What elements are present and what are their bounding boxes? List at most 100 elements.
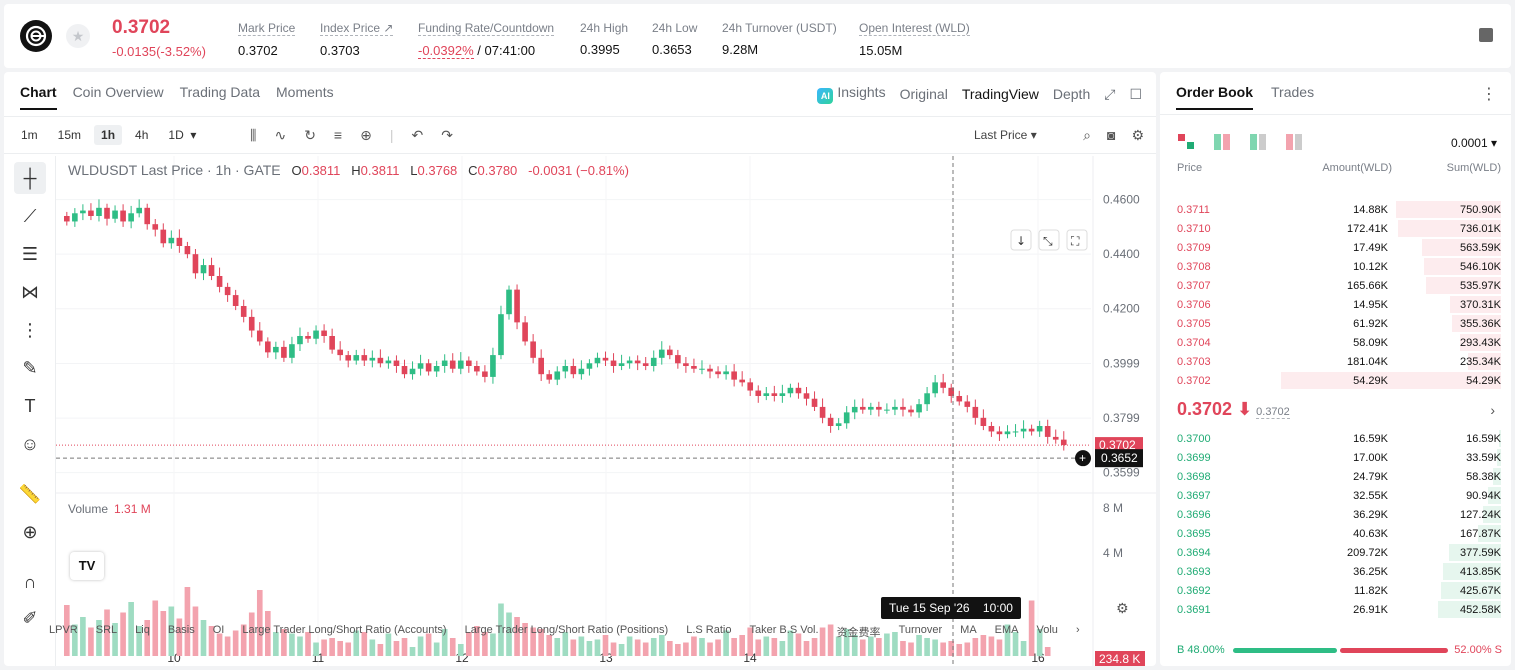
indicator-item[interactable]: EMA: [994, 624, 1019, 636]
volume-bar: [715, 639, 721, 656]
candle-body: [868, 406, 874, 410]
chart-settings-icon[interactable]: ⚙: [1116, 600, 1129, 616]
indicators-icon[interactable]: ∿: [274, 127, 287, 143]
ask-row[interactable]: 0.3709 17.49K 563.59K: [1160, 238, 1511, 257]
tab-trading-data[interactable]: Trading Data: [179, 84, 261, 100]
interval-1m[interactable]: 1m: [21, 128, 38, 142]
ruler-icon[interactable]: 📏: [18, 484, 42, 504]
candle-body: [819, 406, 826, 418]
templates-icon[interactable]: ≡: [333, 127, 343, 143]
add-alert-icon[interactable]: ⊕: [360, 127, 372, 143]
chevron-right-icon[interactable]: ›: [1490, 402, 1495, 418]
indicator-item[interactable]: OI: [212, 624, 225, 636]
bid-row[interactable]: 0.3700 16.59K 16.59K: [1160, 429, 1511, 448]
fib-lines-icon[interactable]: ☰: [21, 244, 39, 264]
layout-both-icon[interactable]: [1178, 134, 1194, 150]
tab-trades[interactable]: Trades: [1271, 84, 1315, 100]
sell-ratio-bar: [1340, 648, 1448, 653]
ask-row[interactable]: 0.3706 14.95K 370.31K: [1160, 295, 1511, 314]
bid-row[interactable]: 0.3692 11.82K 425.67K: [1160, 581, 1511, 600]
window-icon[interactable]: ☐: [1129, 85, 1142, 102]
tradingview-logo[interactable]: TV: [70, 552, 104, 580]
bid-row[interactable]: 0.3696 36.29K 127.24K: [1160, 505, 1511, 524]
price-type-select[interactable]: Last Price ▾: [974, 128, 1037, 142]
forecast-icon[interactable]: ⋮: [21, 320, 39, 340]
stat-24h-turnover: 24h Turnover (USDT) 9.28M: [722, 21, 837, 57]
zoom-in-icon[interactable]: ⊕: [22, 522, 38, 542]
ask-row[interactable]: 0.3705 61.92K 355.36K: [1160, 314, 1511, 333]
gear-icon[interactable]: ⚙: [1131, 127, 1144, 143]
ask-row[interactable]: 0.3708 10.12K 546.10K: [1160, 257, 1511, 276]
tab-coin-overview[interactable]: Coin Overview: [72, 84, 164, 100]
tab-depth[interactable]: Depth: [1052, 86, 1091, 102]
redo-icon[interactable]: ↷: [441, 127, 453, 143]
layout-asks-icon[interactable]: [1286, 134, 1302, 150]
mark-price: 0.3702: [1256, 406, 1290, 419]
pencil-lock-icon[interactable]: ✐: [22, 608, 38, 628]
indicator-item[interactable]: Turnover: [898, 624, 943, 636]
chevron-right-icon[interactable]: ›: [1075, 624, 1080, 636]
bid-row[interactable]: 0.3699 17.00K 33.59K: [1160, 448, 1511, 467]
indicator-item[interactable]: Liq: [135, 624, 150, 636]
indicator-item[interactable]: Volu: [1036, 624, 1058, 636]
chart-right-icons: ⌕ ◙ ⚙: [1083, 127, 1144, 144]
precision-select[interactable]: 0.0001 ▾: [1450, 136, 1497, 150]
guide-book-icon[interactable]: [1479, 28, 1493, 42]
tab-original[interactable]: Original: [899, 86, 948, 102]
ask-row[interactable]: 0.3702 54.29K 54.29K: [1160, 371, 1511, 390]
layout-columns-icon[interactable]: [1214, 134, 1230, 150]
tab-order-book[interactable]: Order Book: [1176, 84, 1254, 110]
interval-1d[interactable]: 1D ▾: [168, 128, 197, 142]
candlestick-chart[interactable]: 0.4600 0.4400 0.4200 0.3999 0.3799 0.3599 8 M 4…: [56, 156, 1156, 666]
bid-row[interactable]: 0.3691 26.91K 452.58K: [1160, 600, 1511, 619]
undo-icon[interactable]: ↶: [411, 127, 424, 143]
indicator-item[interactable]: Taker B.S Vol.: [749, 624, 819, 636]
favorite-star-icon[interactable]: ★: [66, 24, 90, 48]
row-sum: 167.87K: [1460, 528, 1501, 540]
tab-chart[interactable]: Chart: [20, 84, 57, 110]
brush-icon[interactable]: ✎: [22, 358, 38, 378]
ask-row[interactable]: 0.3703 181.04K 235.34K: [1160, 352, 1511, 371]
tab-moments[interactable]: Moments: [276, 84, 334, 100]
indicator-item[interactable]: LPVR: [49, 624, 78, 636]
bid-row[interactable]: 0.3698 24.79K 58.38K: [1160, 467, 1511, 486]
expand-icon[interactable]: ⤢: [1104, 85, 1116, 102]
indicator-item[interactable]: MA: [960, 624, 977, 636]
bid-row[interactable]: 0.3695 40.63K 167.87K: [1160, 524, 1511, 543]
interval-1h[interactable]: 1h: [94, 125, 123, 145]
candle-type-icon[interactable]: ⫼: [250, 127, 257, 143]
search-icon[interactable]: ⌕: [1083, 127, 1091, 143]
bid-row[interactable]: 0.3697 32.55K 90.94K: [1160, 486, 1511, 505]
tab-insights[interactable]: AI Insights: [817, 84, 886, 104]
tab-tradingview[interactable]: TradingView: [961, 86, 1039, 102]
interval-4h[interactable]: 4h: [135, 128, 149, 142]
emoji-icon[interactable]: ☺: [20, 434, 40, 454]
interval-15m[interactable]: 15m: [57, 128, 82, 142]
bid-row[interactable]: 0.3694 209.72K 377.59K: [1160, 543, 1511, 562]
more-icon[interactable]: ⋮: [1481, 86, 1497, 103]
replay-icon[interactable]: ↻: [304, 127, 316, 143]
ask-row[interactable]: 0.3704 58.09K 293.43K: [1160, 333, 1511, 352]
indicator-item[interactable]: Basis: [167, 624, 195, 636]
ask-row[interactable]: 0.3707 165.66K 535.97K: [1160, 276, 1511, 295]
magnet-icon[interactable]: ∩: [23, 572, 37, 592]
stat-index-price[interactable]: Index Price ↗ 0.3703: [320, 21, 394, 58]
text-icon[interactable]: T: [24, 396, 36, 416]
trendline-icon[interactable]: ⟋: [23, 206, 37, 226]
layout-bids-icon[interactable]: [1250, 134, 1266, 150]
ask-row[interactable]: 0.3711 14.88K 750.90K: [1160, 200, 1511, 219]
crosshair-icon[interactable]: ┼: [14, 162, 46, 194]
pattern-icon[interactable]: ⋈: [21, 282, 39, 302]
indicator-item[interactable]: Large Trader Long/Short Ratio (Positions…: [464, 624, 669, 636]
ask-row[interactable]: 0.3710 172.41K 736.01K: [1160, 219, 1511, 238]
indicator-item[interactable]: 资金费率: [836, 627, 881, 639]
candle-body: [851, 406, 858, 413]
indicator-item[interactable]: L.S Ratio: [686, 624, 732, 636]
indicator-item[interactable]: Large Trader Long/Short Ratio (Accounts): [242, 624, 447, 636]
candle-body: [232, 295, 239, 306]
bid-row[interactable]: 0.3693 36.25K 413.85K: [1160, 562, 1511, 581]
indicator-item[interactable]: SRL: [95, 624, 118, 636]
volume-bar: [433, 642, 440, 656]
camera-icon[interactable]: ◙: [1106, 127, 1116, 143]
candle-body: [602, 357, 609, 361]
